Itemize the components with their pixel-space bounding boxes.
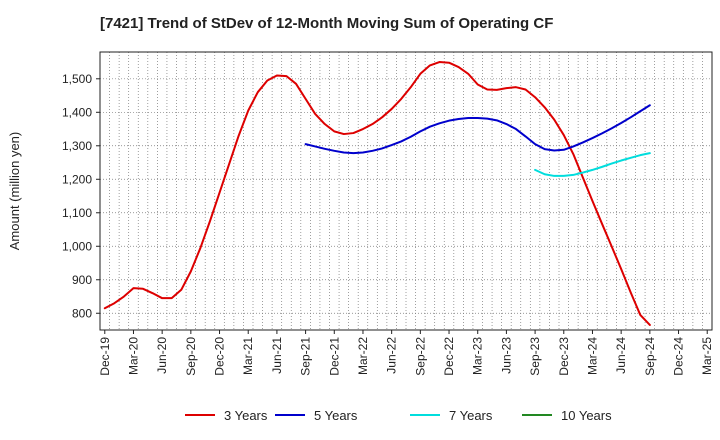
- x-tick-label: Sep-23: [528, 337, 542, 376]
- series-line-3-years: [103, 61, 651, 326]
- x-tick-label: Mar-22: [356, 337, 370, 375]
- x-tick-label: Dec-23: [557, 337, 571, 376]
- x-tick-label: Sep-20: [184, 337, 198, 376]
- x-tick-label: Mar-25: [700, 337, 714, 375]
- x-tick-label: Jun-24: [614, 337, 628, 374]
- x-tick-label: Mar-21: [241, 337, 255, 375]
- x-tick-label: Jun-23: [499, 337, 513, 374]
- legend-label: 7 Years: [449, 408, 493, 423]
- legend-label: 10 Years: [561, 408, 612, 423]
- x-tick-label: Dec-19: [98, 337, 112, 376]
- x-tick-label: Sep-22: [413, 337, 427, 376]
- x-tick-label: Mar-23: [471, 337, 485, 375]
- y-tick-label: 1,200: [62, 172, 92, 186]
- legend: 3 Years 5 Years 7 Years 10 Years: [185, 408, 612, 423]
- x-tick-label: Mar-20: [126, 337, 140, 375]
- legend-label: 3 Years: [224, 408, 268, 423]
- y-tick-label: 1,000: [62, 239, 92, 253]
- y-axis-label: Amount (million yen): [7, 132, 22, 251]
- x-tick-label: Jun-20: [155, 337, 169, 374]
- x-tick-label: Sep-21: [299, 337, 313, 376]
- legend-label: 5 Years: [314, 408, 358, 423]
- y-tick-label: 1,100: [62, 206, 92, 220]
- y-tick-labels: 800 900 1,000 1,100 1,200 1,300 1,400 1,500: [62, 72, 100, 320]
- y-tick-label: 800: [72, 306, 92, 320]
- series-line-7-years: [534, 152, 651, 177]
- x-tick-labels: Dec-19 Mar-20 Jun-20 Sep-20 Dec-20 Mar-21 Jun-…: [98, 330, 714, 376]
- y-tick-label: 1,400: [62, 105, 92, 119]
- x-tick-label: Sep-24: [643, 337, 657, 376]
- x-tick-label: Jun-21: [270, 337, 284, 374]
- chart-title: [7421] Trend of StDev of 12-Month Moving…: [100, 15, 553, 32]
- x-tick-label: Jun-22: [385, 337, 399, 374]
- x-tick-label: Mar-24: [585, 337, 599, 375]
- y-tick-label: 900: [72, 273, 92, 287]
- series-line-5-years: [304, 104, 651, 155]
- x-tick-label: Dec-21: [327, 337, 341, 376]
- x-tick-label: Dec-20: [213, 337, 227, 376]
- x-tick-label: Dec-22: [442, 337, 456, 376]
- grid: [100, 52, 712, 330]
- x-tick-label: Dec-24: [672, 337, 686, 376]
- y-tick-label: 1,300: [62, 139, 92, 153]
- y-tick-label: 1,500: [62, 72, 92, 86]
- series-lines: [103, 61, 651, 326]
- plot-frame: [99, 51, 713, 331]
